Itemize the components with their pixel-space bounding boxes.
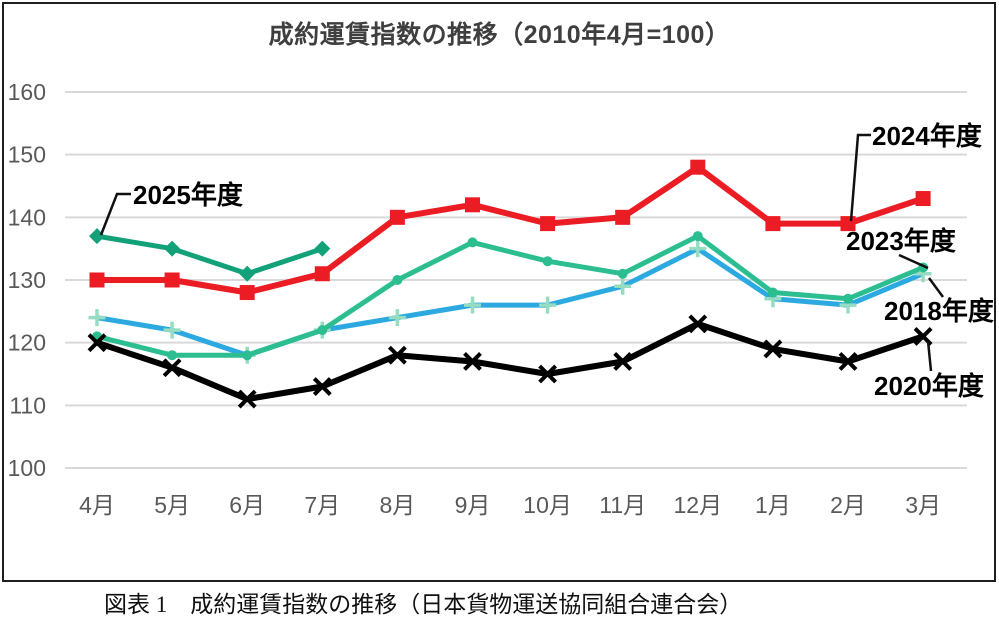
diamond-marker — [164, 240, 181, 257]
diamond-marker — [314, 240, 331, 257]
circle-marker — [467, 237, 478, 248]
circle-marker — [167, 350, 178, 361]
x-marker — [237, 389, 257, 409]
square-marker — [615, 209, 631, 225]
diamond-marker — [239, 265, 256, 282]
series-2023 — [92, 231, 929, 361]
x-tick-label: 5月 — [154, 492, 190, 518]
series-2025 — [89, 228, 331, 282]
y-tick-label: 100 — [8, 455, 46, 481]
x-marker — [838, 352, 858, 371]
x-tick-label: 4月 — [79, 492, 115, 518]
series-line-2020 — [94, 320, 927, 403]
series-label-2024: 2024年度 — [849, 121, 982, 222]
x-marker — [913, 326, 933, 346]
square-marker — [465, 197, 480, 213]
label-leader-line — [849, 133, 871, 222]
label-leader-line — [898, 253, 929, 270]
square-marker — [314, 266, 330, 282]
x-marker — [312, 377, 332, 396]
series-label-text: 2024年度 — [872, 121, 982, 151]
x-tick-label: 12月 — [674, 492, 723, 518]
x-tick-label: 8月 — [380, 492, 416, 518]
chart-title: 成約運賃指数の推移（2010年4月=100） — [268, 21, 731, 49]
x-marker — [87, 333, 107, 353]
series-line-2018 — [94, 246, 926, 358]
series-2018 — [88, 240, 932, 364]
series-line-2025 — [94, 233, 325, 277]
x-tick-label: 2月 — [830, 492, 866, 518]
series-label-text: 2020年度 — [874, 371, 984, 401]
y-tick-label: 160 — [8, 79, 46, 105]
x-tick-label: 11月 — [599, 492, 646, 518]
square-marker — [540, 216, 556, 232]
series-label-2025: 2025年度 — [99, 180, 243, 236]
square-marker — [89, 272, 105, 288]
y-tick-label: 110 — [9, 392, 46, 418]
square-marker — [239, 285, 255, 301]
circle-marker — [392, 274, 403, 285]
series-label-text: 2025年度 — [133, 180, 243, 210]
label-leader-line — [927, 277, 945, 298]
circle-marker — [617, 268, 628, 279]
series-label-2018: 2018年度 — [884, 277, 994, 326]
series-line-2024 — [94, 164, 927, 296]
series-2020 — [87, 314, 933, 409]
square-marker — [389, 209, 405, 225]
y-tick-label: 130 — [8, 267, 46, 293]
figure-caption: 図表 1 成約運賃指数の推移（日本貨物運送協同組合連合会） — [104, 592, 743, 617]
square-marker — [690, 159, 706, 175]
x-marker — [763, 339, 783, 359]
circle-marker — [542, 256, 553, 267]
series-label-text: 2023年度 — [846, 226, 956, 256]
series-label-text: 2018年度 — [884, 296, 994, 326]
series-line-2023 — [94, 233, 926, 358]
chart-frame — [2, 2, 996, 582]
y-tick-label: 140 — [8, 204, 46, 230]
label-leader-line — [926, 340, 933, 372]
circle-marker — [843, 293, 853, 304]
x-tick-label: 6月 — [229, 492, 265, 518]
x-marker — [463, 352, 482, 371]
x-marker — [688, 314, 708, 334]
x-marker — [538, 364, 558, 384]
square-marker — [765, 216, 781, 232]
x-tick-label: 3月 — [905, 492, 941, 518]
x-marker — [387, 345, 407, 365]
x-tick-label: 10月 — [523, 492, 572, 518]
y-tick-label: 150 — [8, 142, 46, 168]
y-tick-label: 120 — [8, 330, 46, 356]
circle-marker — [242, 350, 253, 361]
label-leader-line — [99, 192, 131, 236]
circle-marker — [692, 231, 703, 242]
series-label-2020: 2020年度 — [874, 340, 984, 401]
square-marker — [915, 191, 931, 207]
circle-marker — [767, 287, 778, 298]
x-marker — [162, 358, 182, 378]
x-marker — [613, 352, 633, 371]
x-tick-label: 7月 — [304, 492, 340, 518]
x-tick-label: 1月 — [755, 492, 791, 518]
series-label-2023: 2023年度 — [846, 226, 956, 270]
square-marker — [164, 272, 180, 288]
x-tick-label: 9月 — [455, 492, 491, 518]
series-2024 — [89, 159, 931, 301]
circle-marker — [317, 325, 328, 336]
